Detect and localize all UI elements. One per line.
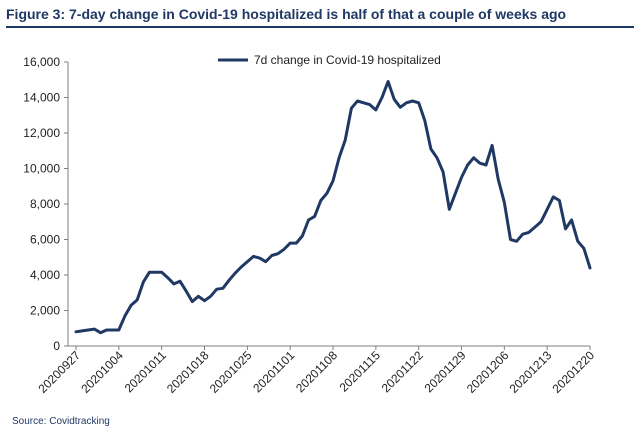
x-tick-label: 20201025 xyxy=(207,348,255,396)
series-line-7d-change xyxy=(74,80,592,335)
y-tick-label: 0 xyxy=(53,339,60,353)
chart-legend: 7d change in Covid-19 hospitalized xyxy=(218,53,441,67)
title-underline xyxy=(6,26,634,28)
x-tick-label: 20201122 xyxy=(379,348,426,395)
x-tick-label: 20201004 xyxy=(78,348,126,396)
x-tick-label: 20201115 xyxy=(337,348,384,395)
y-tick-label: 6,000 xyxy=(30,233,60,247)
y-tick-label: 16,000 xyxy=(23,55,60,69)
y-tick-label: 10,000 xyxy=(23,162,60,176)
y-tick-label: 2,000 xyxy=(30,304,60,318)
x-tick-label: 20201220 xyxy=(549,348,597,396)
figure-title: Figure 3: 7-day change in Covid-19 hospi… xyxy=(6,6,567,22)
x-tick-label: 20201101 xyxy=(250,348,297,395)
chart-series xyxy=(74,80,592,335)
legend-label: 7d change in Covid-19 hospitalized xyxy=(254,53,441,67)
x-tick-label: 20201206 xyxy=(464,348,512,396)
chart-axes xyxy=(67,62,590,347)
x-tick-label: 20201213 xyxy=(507,348,555,396)
x-tick-label: 20201011 xyxy=(122,348,169,395)
x-tick-label: 20201018 xyxy=(164,348,212,396)
x-tick-label: 20200927 xyxy=(35,348,83,396)
y-tick-label: 12,000 xyxy=(23,126,60,140)
y-tick-label: 8,000 xyxy=(30,197,60,211)
x-axis-ticks: 2020092720201004202010112020101820201025… xyxy=(35,346,597,396)
y-tick-label: 4,000 xyxy=(30,268,60,282)
x-tick-label: 20201108 xyxy=(293,348,340,395)
x-tick-label: 20201129 xyxy=(422,348,469,395)
y-axis-ticks: 0 2,000 4,000 6,000 8,000 10,000 12,000 14,000 1… xyxy=(23,55,68,353)
y-tick-label: 14,000 xyxy=(23,91,60,105)
source-note: Source: Covidtracking xyxy=(12,416,110,427)
